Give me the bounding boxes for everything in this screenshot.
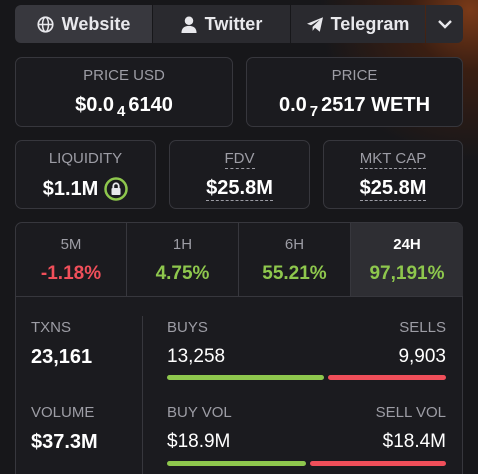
divider: [16, 296, 462, 297]
label: SELLS: [399, 319, 446, 336]
value: $37.3M: [31, 431, 98, 453]
change: 4.75%: [155, 263, 210, 284]
value: $18.4M: [382, 431, 446, 452]
label: LIQUIDITY: [48, 150, 123, 167]
label: 24H: [393, 236, 421, 253]
timeframe-tab[interactable]: 1H 4.75%: [127, 223, 239, 296]
price-card: PRICE 0.0 7 2517 WETH: [246, 57, 463, 127]
value-text: $25.8M: [206, 177, 273, 201]
digits: 6140: [128, 94, 173, 116]
button-label: Twitter: [204, 13, 263, 34]
label-text: FDV: [224, 150, 255, 169]
liquidity-card: LIQUIDITY $1.1M: [15, 140, 156, 209]
label: TXNS: [31, 319, 72, 336]
label: SELL VOL: [375, 404, 446, 421]
mkt-cap-card: MKT CAP $25.8M: [323, 140, 463, 209]
label: VOLUME: [31, 404, 95, 421]
label: 5M: [60, 236, 82, 253]
timeframe-tab[interactable]: 5M -1.18%: [16, 223, 127, 296]
twitter-button[interactable]: Twitter: [153, 5, 290, 43]
value: $0.0 4 6140: [16, 94, 232, 120]
sell-vol-bar: [310, 461, 446, 466]
value: 23,161: [31, 346, 93, 368]
globe-icon: [37, 15, 54, 33]
change: -1.18%: [40, 263, 102, 284]
buy-vol-bar: [167, 461, 307, 466]
value: 0.0 7 2517 WETH: [247, 94, 462, 120]
plane-icon: [306, 16, 323, 32]
value: $1.1M: [16, 177, 155, 201]
subscript: 7: [309, 103, 319, 120]
buys-bar: [167, 375, 325, 380]
label: BUY VOL: [167, 404, 232, 421]
button-label: Telegram: [330, 13, 410, 34]
timeframe-tab[interactable]: 24H 97,191%: [351, 223, 463, 296]
change: 55.21%: [262, 263, 327, 284]
prefix: 0.0: [278, 94, 307, 116]
value: 9,903: [398, 346, 446, 367]
value-text: $1.1M: [42, 177, 99, 200]
label: PRICE: [331, 67, 378, 84]
button-label: Website: [61, 13, 131, 34]
chevron-icon: [437, 20, 452, 29]
subscript: 4: [117, 103, 126, 120]
lock-icon: [104, 177, 129, 201]
divider: [142, 316, 143, 474]
label: BUYS: [167, 319, 208, 336]
person-icon: [181, 15, 197, 33]
website-button[interactable]: Website: [15, 5, 152, 43]
value: 13,258: [167, 346, 226, 367]
digits: 2517 WETH: [321, 94, 431, 116]
value-text: $25.8M: [359, 177, 427, 201]
label: 1H: [172, 236, 193, 253]
label: FDV: [170, 150, 309, 169]
timeframe-tab[interactable]: 6H 55.21%: [239, 223, 351, 296]
telegram-button[interactable]: Telegram: [291, 5, 425, 43]
label: MKT CAP: [324, 150, 462, 169]
more-button[interactable]: [426, 5, 463, 43]
prefix: $0.0: [75, 94, 115, 116]
change: 97,191%: [369, 263, 445, 284]
value: $25.8M: [324, 177, 462, 201]
value: $18.9M: [167, 431, 231, 452]
label: 6H: [284, 236, 305, 253]
label-text: MKT CAP: [359, 150, 427, 169]
sells-bar: [328, 375, 446, 380]
value: $25.8M: [170, 177, 309, 201]
label: PRICE USD: [83, 67, 165, 84]
fdv-card: FDV $25.8M: [169, 140, 310, 209]
price-usd-card: PRICE USD $0.0 4 6140: [15, 57, 233, 127]
